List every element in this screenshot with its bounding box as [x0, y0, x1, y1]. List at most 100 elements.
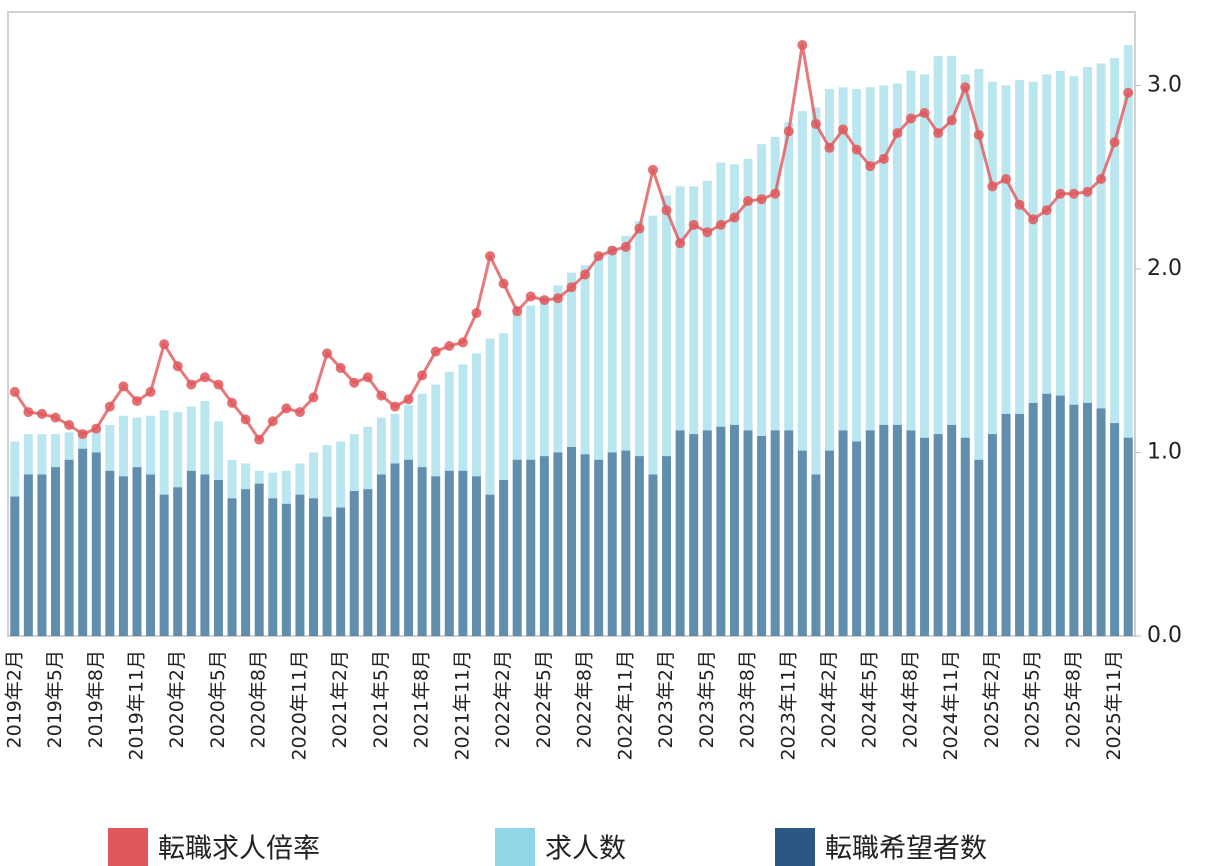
x-tick-label: 2024年11月: [940, 650, 962, 761]
line-marker: [933, 128, 944, 139]
x-tick-label: 2025年8月: [1062, 650, 1084, 748]
bar: [186, 470, 196, 636]
bar: [784, 430, 794, 636]
x-tick-label: 2023年11月: [777, 650, 799, 761]
line-marker: [865, 161, 876, 172]
line-marker: [159, 339, 170, 350]
bar: [417, 467, 427, 636]
legend-item: 転職求人倍率: [108, 828, 320, 866]
line-marker: [960, 82, 971, 93]
line-marker: [647, 164, 658, 175]
bar: [567, 446, 576, 636]
line-marker: [702, 227, 713, 238]
bar: [390, 463, 400, 636]
bar: [1123, 45, 1133, 637]
line-marker: [770, 188, 781, 199]
legend-item: 転職希望者数: [775, 828, 987, 866]
line-marker: [838, 124, 849, 135]
line-marker: [973, 129, 984, 140]
bar: [594, 256, 604, 636]
bar: [648, 474, 658, 636]
bar: [933, 434, 943, 636]
bar: [1015, 79, 1025, 636]
bar: [471, 476, 481, 636]
bar: [757, 435, 767, 636]
bar: [689, 186, 699, 636]
bar: [404, 459, 414, 636]
x-tick-label: 2025年2月: [981, 650, 1003, 748]
bar: [431, 476, 441, 636]
x-tick-label: 2024年8月: [899, 650, 921, 748]
line-marker: [743, 196, 754, 207]
bar: [553, 452, 563, 636]
bar: [485, 494, 495, 636]
bar: [607, 246, 617, 636]
bar: [1069, 404, 1079, 636]
bar: [784, 122, 794, 636]
line-marker: [23, 407, 34, 418]
bar: [634, 221, 644, 637]
bar: [811, 107, 821, 636]
line-marker: [1068, 188, 1079, 199]
bar: [336, 507, 346, 636]
bar: [268, 498, 278, 636]
line-marker: [444, 341, 455, 352]
x-tick-label: 2022年2月: [492, 650, 514, 748]
line-marker: [131, 396, 142, 407]
x-tick-label: 2025年11月: [1103, 650, 1125, 761]
line-marker: [756, 194, 767, 205]
line-marker: [457, 337, 468, 348]
line-marker: [566, 282, 577, 293]
bar: [580, 265, 590, 636]
bar: [729, 424, 739, 636]
x-tick-label: 2022年8月: [574, 650, 596, 748]
line-marker: [430, 346, 441, 357]
line-marker: [267, 416, 278, 427]
bar: [295, 494, 305, 636]
x-tick-label: 2022年11月: [614, 650, 636, 761]
line-marker: [878, 153, 889, 164]
line-marker: [186, 379, 197, 390]
x-tick-label: 2019年5月: [44, 650, 66, 748]
bar: [1082, 67, 1092, 636]
line-marker: [797, 40, 808, 51]
x-tick-label: 2023年8月: [737, 650, 759, 748]
bar: [607, 452, 617, 636]
bar: [23, 474, 33, 636]
bar: [825, 89, 834, 637]
bar: [879, 85, 889, 637]
bar: [621, 235, 631, 636]
bar: [1055, 70, 1065, 636]
bar: [485, 338, 495, 636]
line-marker: [485, 251, 496, 262]
line-marker: [688, 219, 699, 230]
legend-label: 転職希望者数: [825, 834, 987, 865]
x-tick-label: 2021年8月: [411, 650, 433, 748]
bar: [1110, 57, 1120, 637]
line-marker: [620, 241, 631, 252]
line-marker: [308, 392, 319, 403]
line-marker: [254, 434, 265, 445]
line-marker: [607, 245, 618, 256]
line-marker: [946, 115, 957, 126]
bar: [947, 56, 957, 636]
line-marker: [593, 251, 604, 262]
bar: [838, 430, 848, 636]
line-marker: [417, 370, 428, 381]
bar: [838, 87, 848, 636]
line-marker: [1082, 186, 1093, 197]
bar: [675, 186, 685, 636]
bar: [743, 158, 753, 636]
line-marker: [1041, 205, 1052, 216]
bar: [241, 489, 251, 636]
line-marker: [389, 401, 400, 412]
line-marker: [552, 293, 563, 304]
bar: [974, 459, 984, 636]
bar: [132, 467, 142, 636]
line-marker: [362, 372, 373, 383]
line-marker: [349, 377, 360, 388]
bar: [662, 456, 672, 636]
line-marker: [580, 269, 591, 280]
line-marker: [240, 414, 251, 425]
legend-swatch: [108, 828, 148, 866]
